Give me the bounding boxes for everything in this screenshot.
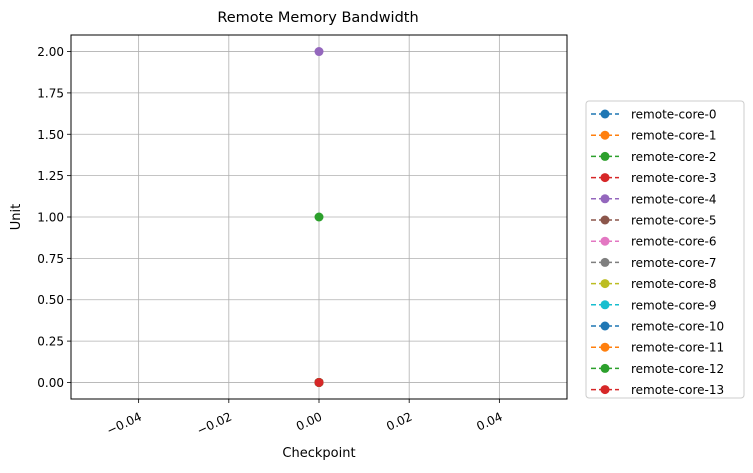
y-tick-label: 1.00: [37, 211, 64, 225]
legend-label: remote-core-5: [631, 214, 716, 228]
legend-item-remote-core-13: remote-core-13: [591, 383, 724, 397]
legend-item-remote-core-4: remote-core-4: [591, 192, 716, 206]
legend-marker: [600, 257, 610, 267]
legend-marker: [600, 151, 610, 161]
chart-title: Remote Memory Bandwidth: [217, 10, 418, 26]
legend-label: remote-core-7: [631, 256, 716, 270]
x-axis-label: Checkpoint: [282, 446, 355, 461]
legend-label: remote-core-8: [631, 277, 716, 291]
legend-label: remote-core-1: [631, 129, 716, 143]
legend-item-remote-core-2: remote-core-2: [591, 150, 716, 164]
legend-label: remote-core-3: [631, 171, 716, 185]
y-tick-label: 1.25: [37, 169, 64, 183]
legend-marker: [600, 194, 610, 204]
y-tick-label: 1.50: [37, 128, 64, 142]
legend-label: remote-core-4: [631, 192, 716, 206]
x-tick-label: 0.02: [384, 410, 414, 434]
x-tick-label: 0.04: [474, 410, 504, 434]
legend-label: remote-core-12: [631, 362, 724, 376]
legend-item-remote-core-5: remote-core-5: [591, 214, 716, 228]
legend-item-remote-core-6: remote-core-6: [591, 235, 716, 249]
data-point-remote-core-2: [314, 212, 324, 222]
data-point-remote-core-4: [314, 47, 324, 57]
legend-label: remote-core-2: [631, 150, 716, 164]
x-tick-label: −0.02: [195, 410, 234, 438]
x-tick-label: 0.00: [294, 410, 324, 434]
legend-label: remote-core-6: [631, 235, 716, 249]
y-axis-label: Unit: [9, 204, 24, 230]
legend-marker: [600, 300, 610, 310]
x-tick-label: −0.04: [105, 410, 144, 438]
data-point-remote-core-13: [314, 377, 324, 387]
legend-frame: [585, 100, 745, 399]
legend-item-remote-core-3: remote-core-3: [591, 171, 716, 185]
legend-marker: [600, 342, 610, 352]
legend-marker: [600, 321, 610, 331]
legend-item-remote-core-11: remote-core-11: [591, 341, 724, 355]
x-axis-ticks: −0.04 −0.02 0.00 0.02 0.04: [105, 399, 505, 438]
y-tick-label: 2.00: [37, 45, 64, 59]
legend-item-remote-core-9: remote-core-9: [591, 298, 716, 312]
legend-marker: [600, 109, 610, 119]
legend-marker: [600, 279, 610, 289]
legend-marker: [600, 173, 610, 183]
plot-area: [314, 47, 324, 387]
legend-marker: [600, 236, 610, 246]
legend-marker: [600, 363, 610, 373]
legend-marker: [600, 215, 610, 225]
y-tick-label: 0.50: [37, 293, 64, 307]
legend-marker: [600, 385, 610, 395]
legend-item-remote-core-8: remote-core-8: [591, 277, 716, 291]
legend-item-remote-core-7: remote-core-7: [591, 256, 716, 270]
legend-label: remote-core-13: [631, 383, 724, 397]
y-axis-ticks: 0.00 0.25 0.50 0.75 1.00 1.25 1.50 1.75 2.00: [37, 45, 71, 390]
y-tick-label: 0.25: [37, 335, 64, 349]
legend-marker: [600, 130, 610, 140]
legend-label: remote-core-10: [631, 320, 724, 334]
legend-label: remote-core-9: [631, 298, 716, 312]
legend-item-remote-core-12: remote-core-12: [591, 362, 724, 376]
legend-item-remote-core-0: remote-core-0: [591, 108, 716, 122]
legend: remote-core-0 remote-core-1 remote-core-2 r…: [585, 100, 745, 399]
legend-item-remote-core-1: remote-core-1: [591, 129, 716, 143]
legend-label: remote-core-11: [631, 341, 724, 355]
y-tick-label: 1.75: [37, 86, 64, 100]
y-tick-label: 0.75: [37, 252, 64, 266]
legend-item-remote-core-10: remote-core-10: [591, 320, 724, 334]
y-tick-label: 0.00: [37, 376, 64, 390]
axes-frame: [70, 34, 568, 400]
legend-label: remote-core-0: [631, 108, 716, 122]
